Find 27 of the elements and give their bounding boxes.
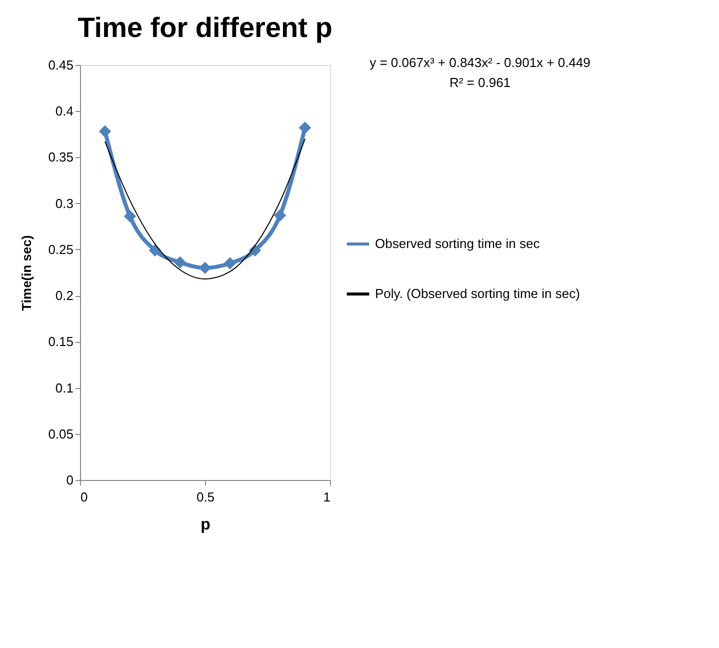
y-tick-label: 0.1 — [55, 380, 74, 396]
line-series — [104, 138, 306, 280]
point — [174, 256, 186, 268]
point — [274, 209, 286, 222]
y-tick-label: 0.35 — [48, 150, 74, 165]
x-tick-label: 1 — [323, 490, 330, 504]
y-tick-label: 0.45 — [48, 58, 74, 72]
y-tick-label: 0.2 — [55, 288, 74, 304]
y-axis-title: Time(in sec) — [19, 235, 34, 311]
y-tick-label: 0.15 — [48, 334, 74, 350]
y-tick-label: 0.3 — [55, 196, 74, 211]
text: R² = 0.961 — [449, 75, 511, 90]
y-tick-label: 0.25 — [48, 242, 74, 257]
y-tick-label: 0.4 — [55, 104, 74, 119]
y-tick-label: 0 — [66, 472, 74, 488]
y-tick-label: 0.05 — [48, 426, 74, 442]
point — [224, 257, 236, 270]
legend-label: Poly. (Observed sorting time in sec) — [375, 286, 580, 301]
text: y = 0.067x³ + 0.843x² - 0.901x + 0.449 — [370, 55, 590, 70]
point — [98, 125, 112, 138]
x-axis-title: p — [200, 516, 211, 534]
x-tick-label: 0 — [80, 490, 88, 504]
point — [298, 122, 312, 134]
chart-title: Time for different p — [78, 12, 332, 43]
x-tick-label: 0.5 — [196, 490, 215, 504]
legend-label: Observed sorting time in sec — [375, 236, 540, 251]
point — [124, 210, 136, 222]
